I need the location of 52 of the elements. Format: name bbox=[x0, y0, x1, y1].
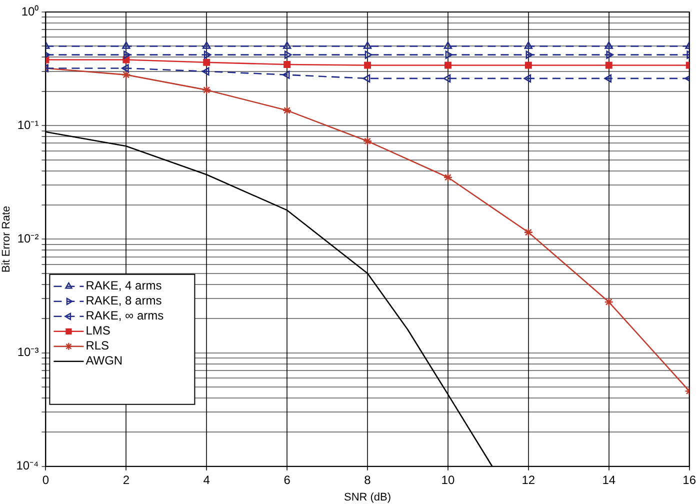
point bbox=[364, 50, 372, 59]
point bbox=[282, 106, 292, 116]
point bbox=[284, 50, 292, 59]
x-tick-label: 12 bbox=[522, 472, 536, 487]
x-tick-label: 4 bbox=[203, 472, 210, 487]
point bbox=[524, 74, 532, 83]
point bbox=[362, 74, 370, 83]
y-axis-title: Bit Error Rate bbox=[0, 206, 13, 273]
point bbox=[444, 62, 452, 69]
point bbox=[124, 50, 131, 59]
y-tick-label: 10⁻³ bbox=[17, 345, 39, 360]
point bbox=[203, 58, 210, 66]
legend-label: RAKE, ∞ arms bbox=[86, 308, 164, 323]
point bbox=[605, 62, 612, 69]
legend-label: RAKE, 4 arms bbox=[86, 278, 162, 293]
point bbox=[363, 42, 372, 49]
legend-label: AWGN bbox=[86, 354, 123, 368]
point bbox=[362, 136, 372, 146]
point bbox=[282, 70, 290, 79]
point bbox=[202, 42, 211, 49]
point bbox=[604, 297, 614, 307]
x-tick-label: 16 bbox=[682, 472, 696, 487]
point bbox=[604, 42, 613, 49]
point bbox=[204, 50, 212, 59]
x-tick-label: 8 bbox=[364, 472, 372, 487]
point bbox=[445, 50, 453, 59]
point bbox=[524, 228, 534, 237]
y-tick-label: 10⁻¹ bbox=[17, 118, 39, 132]
x-axis-title: SNR (dB) bbox=[344, 491, 392, 504]
y-tick-label: 10⁻² bbox=[17, 232, 39, 246]
point bbox=[364, 62, 371, 69]
point bbox=[122, 42, 130, 49]
point bbox=[443, 172, 453, 182]
point bbox=[282, 42, 292, 49]
x-tick-label: 14 bbox=[602, 472, 616, 487]
legend-label: RAKE, 8 arms bbox=[86, 294, 162, 308]
point bbox=[524, 42, 533, 49]
legend-label: RLS bbox=[86, 338, 110, 353]
legend-label: LMS bbox=[86, 324, 110, 338]
point bbox=[122, 70, 131, 80]
point bbox=[524, 62, 532, 69]
point bbox=[604, 74, 612, 83]
y-tick-label: 10⁰ bbox=[21, 4, 39, 18]
point bbox=[202, 85, 212, 95]
x-tick-label: 0 bbox=[42, 472, 50, 487]
x-tick-label: 6 bbox=[284, 472, 291, 487]
y-tick-label: 10⁻⁴ bbox=[16, 458, 39, 473]
point bbox=[444, 42, 452, 49]
point bbox=[443, 74, 451, 83]
x-tick-label: 10 bbox=[441, 472, 455, 487]
point bbox=[284, 61, 291, 68]
x-tick-label: 2 bbox=[122, 472, 130, 487]
